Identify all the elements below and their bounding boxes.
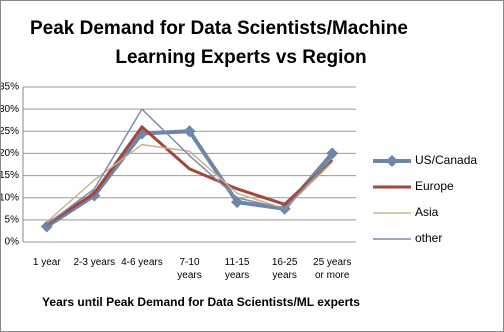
point-marker bbox=[88, 189, 101, 202]
y-tick-label: 0% bbox=[5, 237, 20, 248]
y-tick-label: 15% bbox=[1, 170, 19, 181]
legend-marker bbox=[386, 155, 398, 167]
x-tick-label: 2-3 years bbox=[73, 257, 116, 268]
legend-label: other bbox=[415, 231, 442, 245]
series-line bbox=[46, 108, 333, 225]
y-tick-label: 25% bbox=[1, 126, 19, 137]
x-tick-label: 7-10 years bbox=[177, 257, 202, 281]
x-tick-label: 16-25 years bbox=[271, 257, 298, 281]
series-line bbox=[45, 129, 334, 229]
x-tick-label: 25 years or more bbox=[313, 257, 352, 281]
series-line bbox=[45, 125, 334, 226]
y-tick-label: 10% bbox=[1, 192, 19, 203]
y-tick-label: 20% bbox=[1, 148, 19, 159]
legend-label: US/Canada bbox=[415, 153, 477, 167]
y-tick-label: 5% bbox=[5, 214, 20, 225]
y-tick-label: 35% bbox=[1, 82, 19, 93]
chart-title: Peak Demand for Data Scientists/Machine bbox=[30, 18, 408, 39]
x-axis-title: Years until Peak Demand for Data Scienti… bbox=[42, 295, 360, 309]
legend-label: Europe bbox=[415, 179, 454, 193]
x-tick-label: 4-6 years bbox=[121, 257, 163, 268]
point-marker bbox=[183, 125, 196, 138]
y-tick-label: 30% bbox=[1, 104, 19, 115]
x-tick-label: 11-15 years bbox=[224, 257, 250, 281]
point-marker bbox=[326, 147, 339, 160]
x-tick-label: 1 year bbox=[32, 257, 61, 268]
chart-title: Learning Experts vs Region bbox=[115, 47, 366, 68]
legend-label: Asia bbox=[415, 205, 439, 219]
